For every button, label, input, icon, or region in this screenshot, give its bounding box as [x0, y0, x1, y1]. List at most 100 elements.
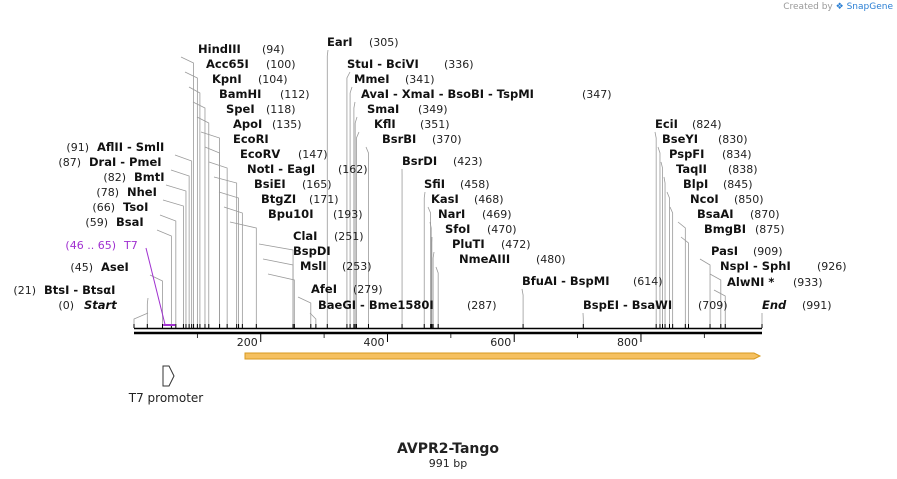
- site-label-acc65i[interactable]: Acc65I: [206, 57, 249, 71]
- site-position-drai-pmei: (87): [58, 156, 81, 169]
- site-label-apoi[interactable]: ApoI: [233, 117, 262, 131]
- site-label-blpi[interactable]: BlpI: [683, 177, 708, 191]
- site-label-bmti[interactable]: BmtI: [134, 170, 165, 184]
- site-leader-kfli: [356, 131, 360, 328]
- site-label-drai-pmei[interactable]: DraI - PmeI: [89, 155, 162, 169]
- primer-leader: [145, 247, 166, 326]
- map-title: AVPR2-Tango: [397, 441, 499, 457]
- site-label-bspei-bsawi[interactable]: BspEI - BsaWI: [583, 298, 672, 312]
- site-leader-nhei: [162, 199, 184, 328]
- site-label-smai[interactable]: SmaI: [367, 102, 399, 116]
- site-label-ecii[interactable]: EciI: [655, 117, 678, 131]
- site-label-taqii[interactable]: TaqII: [676, 162, 707, 176]
- primer-t7[interactable]: (46 .. 65) T7: [65, 239, 176, 326]
- site-label-tsoi[interactable]: TsoI: [123, 200, 148, 214]
- site-label-hindiii[interactable]: HindIII: [198, 42, 241, 56]
- site-label-pluti[interactable]: PluTI: [452, 237, 485, 251]
- site-label-bamhi[interactable]: BamHI: [219, 87, 261, 101]
- site-label-bmgbi[interactable]: BmgBI: [704, 222, 746, 236]
- site-label-bseyi[interactable]: BseYI: [662, 132, 698, 146]
- site-leader-taqii: [663, 176, 666, 328]
- site-label-alwni[interactable]: AlwNI *: [727, 275, 774, 289]
- site-label-avai-xmai-bsobi-tspmi[interactable]: AvaI - XmaI - BsoBI - TspMI: [361, 87, 534, 101]
- site-label-bsiei[interactable]: BsiEI: [254, 177, 286, 191]
- site-label-clai[interactable]: ClaI: [293, 229, 317, 243]
- site-label-nmeaiii[interactable]: NmeAIII: [459, 252, 510, 266]
- site-label-nari[interactable]: NarI: [438, 207, 465, 221]
- site-label-pspfi[interactable]: PspFI: [669, 147, 704, 161]
- site-label-kpni[interactable]: KpnI: [212, 72, 242, 86]
- site-label-noti-eagi[interactable]: NotI - EagI: [247, 162, 315, 176]
- site-leader-kasi: [427, 206, 431, 328]
- site-leader-stui-bcivi: [346, 71, 351, 328]
- site-label-bsrdi[interactable]: BsrDI: [402, 154, 437, 168]
- site-label-bspdi[interactable]: BspDI: [293, 244, 331, 258]
- site-position-pspfi: (834): [722, 148, 752, 161]
- feature-label: T7 promoter: [128, 391, 204, 405]
- site-label-asei[interactable]: AseI: [101, 260, 129, 274]
- site-label-ecori[interactable]: EcoRI: [233, 132, 269, 146]
- site-leader-bseyi: [657, 146, 661, 328]
- site-position-taqii: (838): [728, 163, 758, 176]
- site-position-eari: (305): [369, 36, 399, 49]
- site-leader-kpni: [188, 86, 201, 328]
- site-leader-afei: [297, 296, 312, 328]
- site-position-avai-xmai-bsobi-tspmi: (347): [582, 88, 612, 101]
- backbone: [134, 327, 762, 335]
- site-leader-pluti: [432, 251, 435, 328]
- site-label-btsi-bts-i[interactable]: BtsI - BtsαI: [44, 283, 115, 297]
- site-leader-btgzi: [223, 206, 243, 328]
- site-label-btgzi[interactable]: BtgZI: [261, 192, 296, 206]
- site-leader-bsrbi: [365, 146, 369, 328]
- site-position-nmeaiii: (480): [536, 253, 566, 266]
- site-leader-blpi: [666, 191, 670, 328]
- site-label-start[interactable]: Start: [84, 298, 117, 312]
- site-label-spei[interactable]: SpeI: [226, 102, 255, 116]
- site-label-bsaai[interactable]: BsaAI: [697, 207, 734, 221]
- site-label-eari[interactable]: EarI: [327, 35, 353, 49]
- credit-brand: SnapGene: [846, 2, 893, 12]
- site-label-kasi[interactable]: KasI: [431, 192, 459, 206]
- site-label-nspi-sphi[interactable]: NspI - SphI: [720, 259, 791, 273]
- site-label-aflii-smli[interactable]: AflII - SmlI: [97, 140, 164, 154]
- site-leader-bspdi: [262, 258, 294, 328]
- site-position-clai: (251): [334, 230, 364, 243]
- site-label-stui-bcivi[interactable]: StuI - BciVI: [347, 57, 419, 71]
- site-label-baegi-bme1580i[interactable]: BaeGI - Bme1580I: [318, 298, 434, 312]
- ruler-label-400: 400: [363, 336, 384, 349]
- site-label-kfli[interactable]: KflI: [374, 117, 396, 131]
- site-leader-bsiei: [218, 191, 239, 328]
- site-leader-bamhi: [192, 101, 206, 328]
- site-label-ecorv[interactable]: EcoRV: [240, 147, 280, 161]
- site-position-baegi-bme1580i: (287): [467, 299, 497, 312]
- site-leader-bfuai-bspmi: [521, 288, 524, 328]
- site-label-sfii[interactable]: SfiI: [424, 177, 445, 191]
- site-position-nhei: (78): [96, 186, 119, 199]
- site-label-nhei[interactable]: NheI: [127, 185, 157, 199]
- site-label-bpu10i[interactable]: Bpu10I: [268, 207, 313, 221]
- site-label-afei[interactable]: AfeI: [311, 282, 337, 296]
- site-label-bfuai-bspmi[interactable]: BfuAI - BspMI: [522, 274, 609, 288]
- site-label-bsrbi[interactable]: BsrBI: [382, 132, 416, 146]
- site-leader-eari: [326, 49, 329, 328]
- site-label-ncoi[interactable]: NcoI: [690, 192, 719, 206]
- site-position-bmgbi: (875): [755, 223, 785, 236]
- site-label-msli[interactable]: MslI: [300, 259, 327, 273]
- site-label-end[interactable]: End: [762, 298, 787, 312]
- site-label-mmei[interactable]: MmeI: [354, 72, 390, 86]
- site-position-ecorv: (147): [298, 148, 328, 161]
- site-label-bsai[interactable]: BsaI: [116, 215, 144, 229]
- site-position-smai: (349): [418, 103, 448, 116]
- site-label-sfoi[interactable]: SfoI: [445, 222, 470, 236]
- site-position-alwni: (933): [793, 276, 823, 289]
- feature-t7-promoter[interactable]: T7 promoter: [128, 365, 204, 405]
- site-position-bsrbi: (370): [432, 133, 462, 146]
- site-position-hindiii: (94): [262, 43, 285, 56]
- site-labels: Start (0) BtsI - BtsαI (21) AseI (45) BsaI (59)…: [13, 35, 846, 312]
- site-position-nspi-sphi: (926): [817, 260, 847, 273]
- site-leader-bsai: [156, 229, 172, 328]
- site-label-pasi[interactable]: PasI: [711, 244, 738, 258]
- orf-arrow[interactable]: [244, 352, 762, 360]
- site-position-kasi: (468): [474, 193, 504, 206]
